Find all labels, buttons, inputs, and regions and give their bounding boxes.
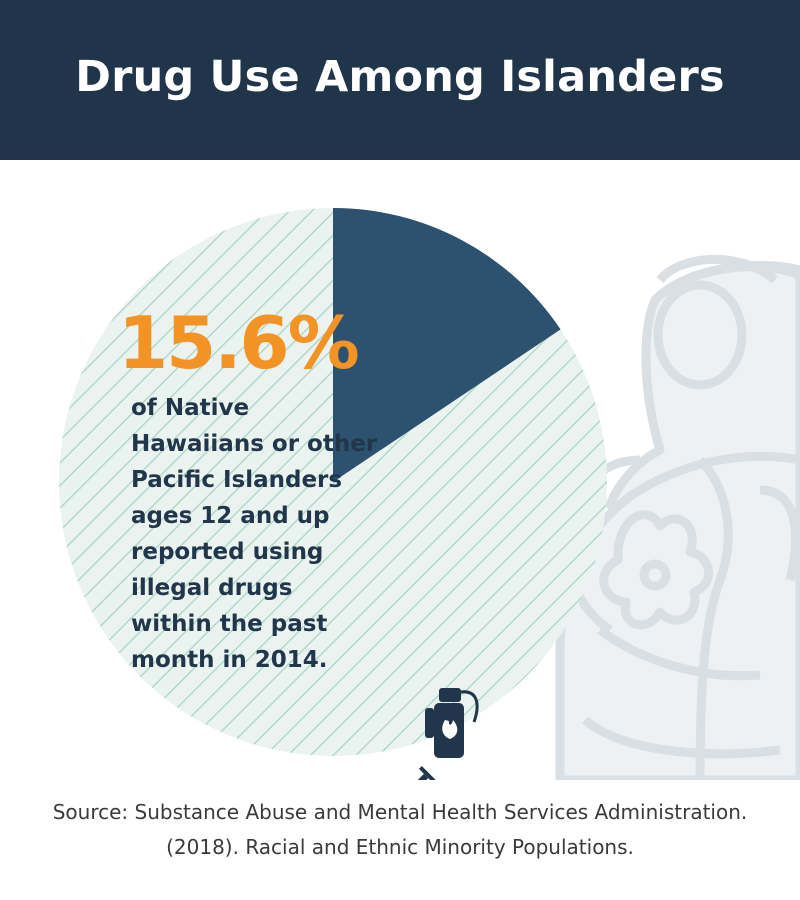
source-line-2: (2018). Racial and Ethnic Minority Popul… <box>166 835 634 859</box>
islander-woman-illustration <box>555 254 800 780</box>
stat-percentage: 15.6% <box>118 301 360 385</box>
page-title: Drug Use Among Islanders <box>75 52 725 102</box>
infographic-svg <box>59 208 800 780</box>
chart-stage <box>0 160 800 780</box>
source-line-1: Source: Substance Abuse and Mental Healt… <box>52 800 748 824</box>
stat-description: of Native Hawaiians or other Pacific Isl… <box>131 395 378 673</box>
source-citation: Source: Substance Abuse and Mental Healt… <box>0 795 800 865</box>
header-banner: Drug Use Among Islanders <box>0 0 800 160</box>
pie-chart <box>59 208 607 756</box>
lighter-icon <box>425 688 479 758</box>
syringe-icon <box>415 766 436 780</box>
pie-slice-primary <box>333 208 561 482</box>
